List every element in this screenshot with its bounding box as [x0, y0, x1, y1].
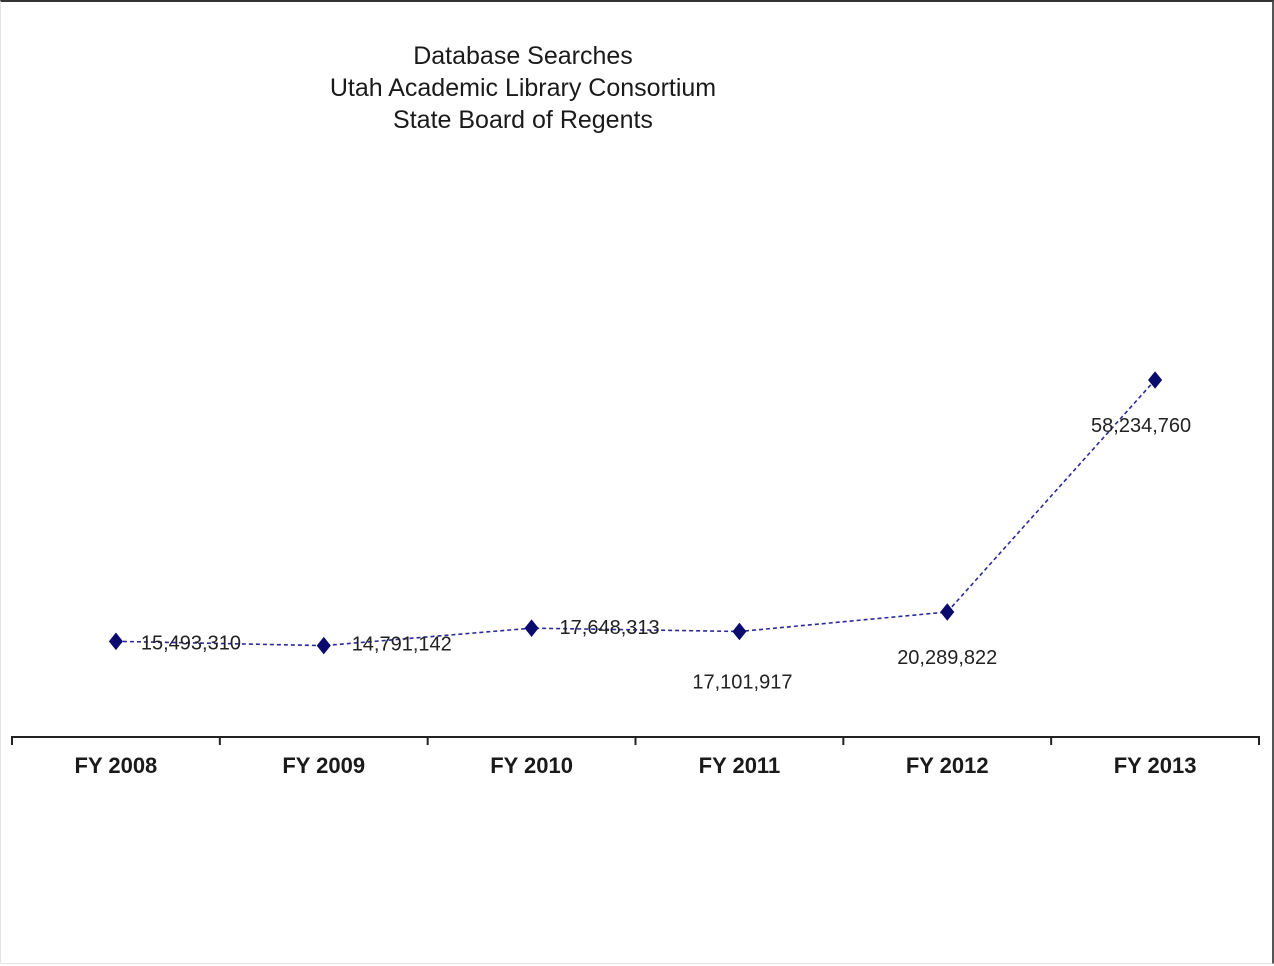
data-label: 15,493,310	[141, 632, 241, 654]
chart-title: Database Searches Utah Academic Library …	[223, 40, 823, 136]
data-point-marker	[524, 619, 539, 637]
data-label: 17,648,313	[560, 617, 660, 639]
chart-title-line-3: State Board of Regents	[393, 106, 653, 134]
x-tick-label: FY 2008	[75, 753, 158, 778]
data-point-marker	[940, 603, 955, 621]
x-tick-label: FY 2011	[699, 753, 781, 778]
chart-title-line-2: Utah Academic Library Consortium	[329, 74, 717, 102]
data-point-marker	[316, 636, 331, 655]
x-tick-label: FY 2012	[906, 753, 989, 778]
data-label: 58,234,760	[1091, 415, 1191, 437]
data-label: 20,289,822	[897, 647, 997, 669]
x-tick-label: FY 2010	[490, 753, 573, 778]
x-tick-label: FY 2009	[282, 753, 365, 778]
chart-title-line-1: Database Searches	[413, 42, 633, 70]
data-point-marker	[732, 622, 747, 641]
data-label: 14,791,142	[352, 634, 452, 656]
x-tick-label: FY 2013	[1114, 753, 1197, 778]
data-point-marker	[1148, 371, 1163, 389]
data-point-marker	[108, 632, 123, 651]
data-label: 17,101,917	[692, 671, 792, 693]
series-line	[115, 379, 1156, 647]
